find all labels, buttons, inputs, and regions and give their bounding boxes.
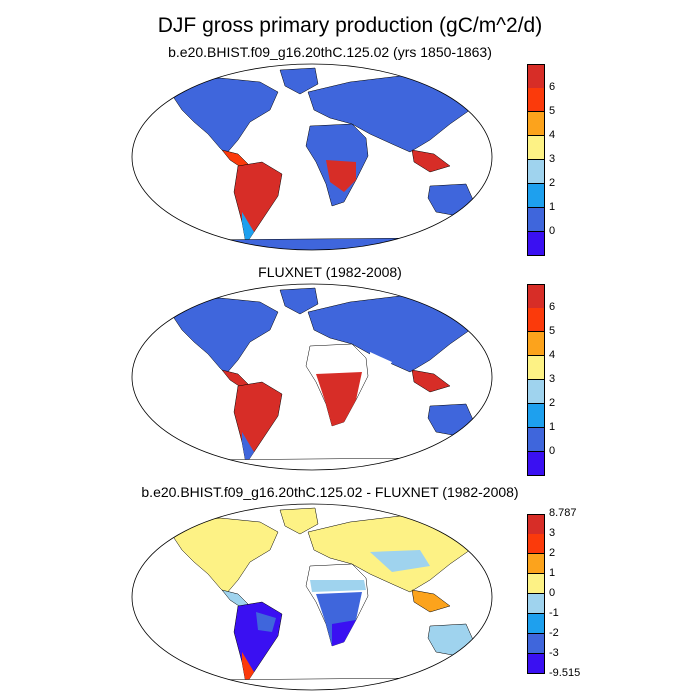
colorbar-label: 3 [549,373,556,385]
colorbar-label: -2 [549,627,559,639]
figure-title: DJF gross primary production (gC/m^2/d) [157,14,543,37]
colorbar-label: 5 [549,325,556,337]
colorbar-label: 2 [549,547,556,559]
land-greenland [279,67,319,95]
colorbar-label: -1 [549,607,559,619]
colorbar-label: 8.787 [549,507,577,519]
colorbar-label: 4 [549,129,556,141]
land-se-asia [411,369,451,393]
colorbar-label: 6 [549,81,556,93]
world-map [131,503,493,691]
land-north-america [169,517,279,595]
panel-title: b.e20.BHIST.f09_g16.20thC.125.02 (yrs 18… [168,44,492,60]
colorbar-label: 5 [549,105,556,117]
colorbar-label: 1 [549,201,556,213]
world-map [131,63,493,251]
colorbar-label: 0 [549,587,556,599]
land-se-asia [411,589,451,613]
colorbar-label: 3 [549,153,556,165]
colorbar-label: 1 [549,421,556,433]
colorbar-label: 4 [549,349,556,361]
land-greenland [279,507,319,535]
colorbar-label: 1 [549,567,556,579]
panel-title: b.e20.BHIST.f09_g16.20thC.125.02 - FLUXN… [141,484,519,500]
colorbar-label: -3 [549,647,559,659]
land-north-america [169,77,279,155]
map-panel-diff: b.e20.BHIST.f09_g16.20thC.125.02 - FLUXN… [0,484,700,699]
land-se-asia [411,149,451,173]
colorbar-label: -9.515 [549,667,581,679]
colorbar-label: 0 [549,445,556,457]
colorbar-label: 0 [549,225,556,237]
land-north-america [169,297,279,375]
colorbar-label: 2 [549,397,556,409]
map-panel-obs: FLUXNET (1982-2008) 6 5 [0,264,700,479]
map-panel-model: b.e20.BHIST.f09_g16.20thC.125.02 (yrs 18… [0,44,700,259]
panel-title: FLUXNET (1982-2008) [258,264,402,280]
colorbar-label: 6 [549,301,556,313]
land-greenland [279,287,319,315]
world-map [131,283,493,471]
colorbar-label: 3 [549,527,556,539]
colorbar-label: 2 [549,177,556,189]
